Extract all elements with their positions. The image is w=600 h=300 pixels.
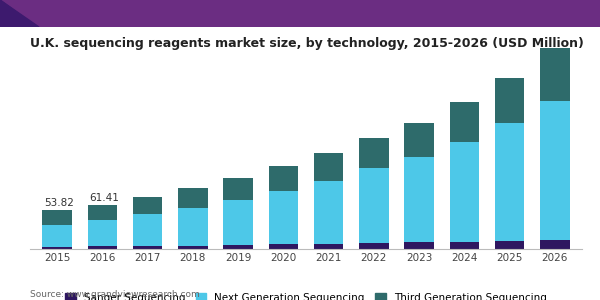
Bar — [449, 142, 479, 242]
Bar — [449, 102, 479, 142]
Bar — [178, 188, 208, 208]
Bar — [178, 245, 208, 249]
Bar — [404, 123, 434, 157]
Bar — [540, 48, 569, 100]
Bar — [43, 225, 72, 247]
Text: Source: www.grandviewresearch.com: Source: www.grandviewresearch.com — [30, 290, 200, 299]
Polygon shape — [0, 0, 39, 27]
Text: 61.41: 61.41 — [90, 193, 119, 203]
Bar — [88, 205, 117, 220]
Bar — [540, 100, 569, 240]
Bar — [43, 247, 72, 249]
Bar — [269, 244, 298, 249]
Bar — [88, 246, 117, 249]
Bar — [223, 178, 253, 200]
Bar — [404, 157, 434, 242]
Bar — [449, 242, 479, 249]
Bar — [314, 181, 343, 244]
Bar — [404, 242, 434, 249]
Polygon shape — [0, 0, 36, 27]
Bar — [223, 245, 253, 249]
Bar — [269, 191, 298, 244]
Bar — [495, 123, 524, 241]
Legend: Sanger Sequencing, Next Generation Sequencing, Third Generation Sequencing: Sanger Sequencing, Next Generation Seque… — [61, 289, 551, 300]
Bar — [495, 241, 524, 249]
Bar — [133, 246, 163, 249]
Bar — [133, 214, 163, 246]
Bar — [133, 197, 163, 214]
Bar — [495, 79, 524, 123]
Text: 53.82: 53.82 — [44, 198, 74, 208]
Bar — [359, 169, 389, 243]
Bar — [359, 138, 389, 169]
Bar — [223, 200, 253, 245]
Bar — [314, 244, 343, 249]
Bar — [178, 208, 208, 245]
Bar — [269, 166, 298, 191]
Bar — [540, 240, 569, 249]
Bar — [88, 220, 117, 246]
Bar — [359, 243, 389, 249]
Bar — [43, 210, 72, 225]
Bar — [314, 153, 343, 181]
Text: U.K. sequencing reagents market size, by technology, 2015-2026 (USD Million): U.K. sequencing reagents market size, by… — [30, 38, 584, 50]
